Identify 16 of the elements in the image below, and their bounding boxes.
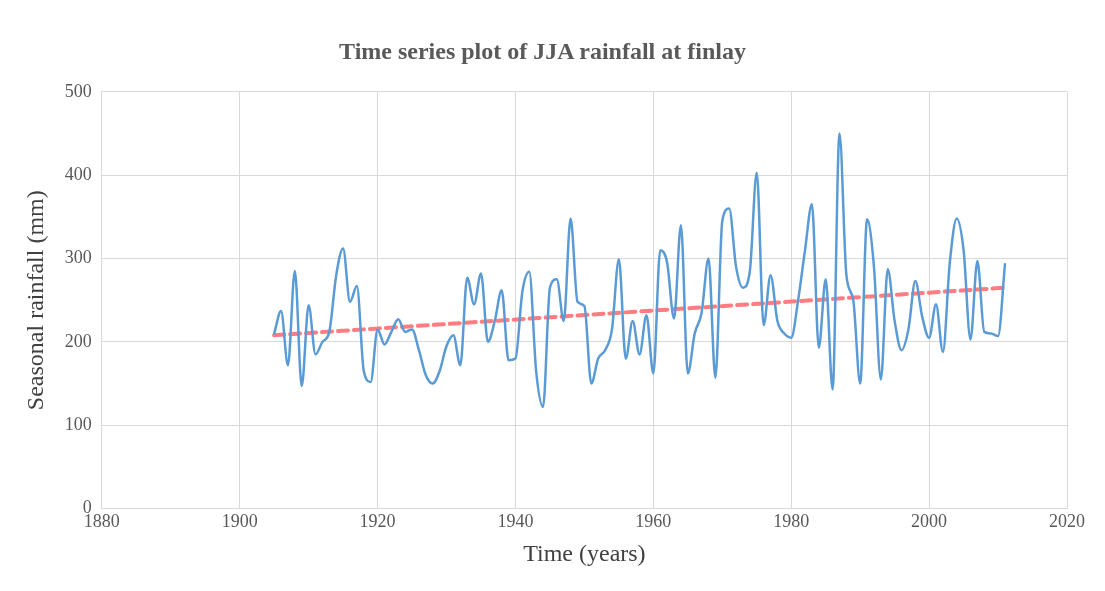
y-axis-title: Seasonal rainfall (mm) xyxy=(21,190,48,411)
y-tick-label: 300 xyxy=(64,247,92,268)
chart-title: Time series plot of JJA rainfall at finlay xyxy=(339,37,746,64)
y-tick-label: 200 xyxy=(64,330,92,351)
x-tick-label: 2000 xyxy=(911,511,948,532)
y-tick-label: 100 xyxy=(64,413,92,434)
x-tick-label: 2020 xyxy=(1049,511,1085,532)
y-tick-label: 500 xyxy=(64,80,92,101)
line-series xyxy=(272,132,1007,409)
y-tick-label: 400 xyxy=(64,163,92,184)
x-axis-title: Time (years) xyxy=(523,539,646,566)
x-tick-label: 1900 xyxy=(221,511,258,532)
x-tick-label: 1980 xyxy=(773,511,810,532)
x-tick-label: 1920 xyxy=(359,511,396,532)
x-tick-label: 1960 xyxy=(635,511,672,532)
x-tick-label: 1940 xyxy=(497,511,534,532)
